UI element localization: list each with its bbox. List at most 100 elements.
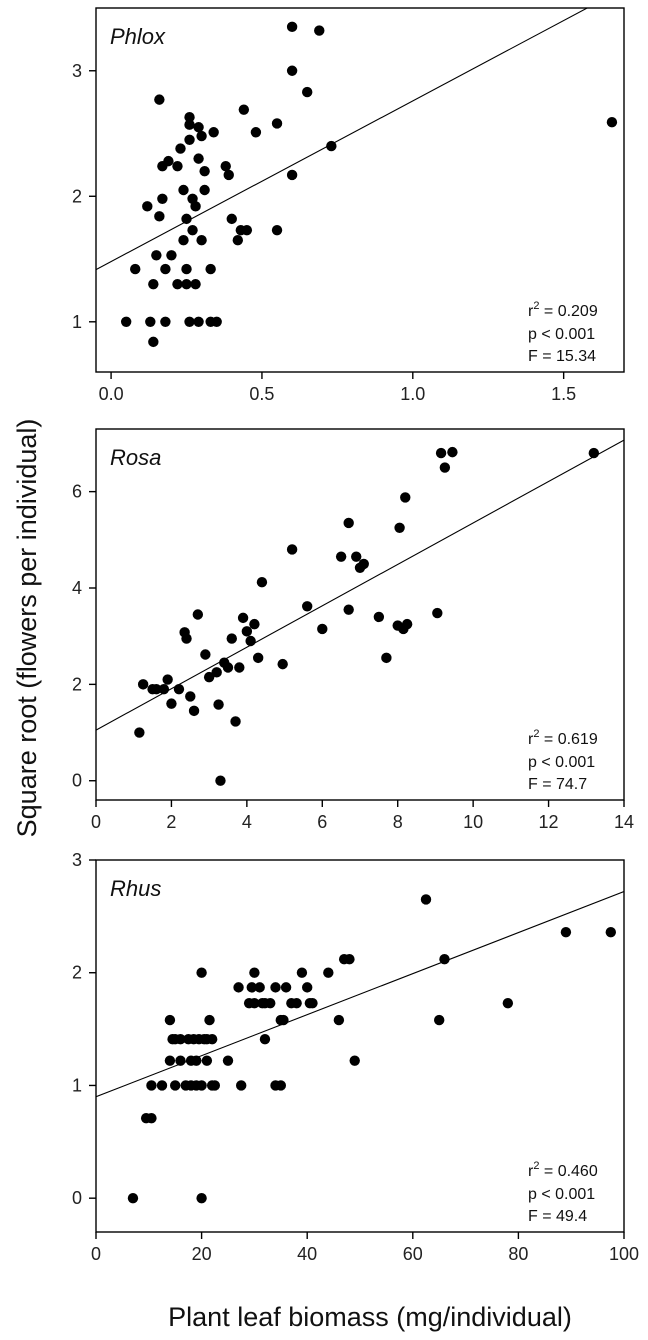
- rhus-data-point: [222, 1055, 234, 1066]
- phlox-r-squared: r2 = 0.209: [528, 300, 598, 320]
- rhus-data-point: [164, 1014, 176, 1026]
- rhus-y-tick-label: 2: [72, 963, 82, 983]
- rosa-data-point: [335, 551, 347, 562]
- rhus-data-point: [196, 1192, 207, 1204]
- rhus-x-tick-label: 100: [609, 1244, 639, 1264]
- phlox-p-value: p < 0.001: [528, 326, 595, 343]
- rhus-data-point: [175, 1034, 186, 1045]
- phlox-y-tick-label: 1: [72, 312, 82, 332]
- phlox-data-point: [250, 127, 262, 138]
- phlox-x-tick-label: 1.0: [400, 384, 425, 404]
- phlox-data-point: [196, 130, 207, 142]
- rosa-data-point: [588, 447, 600, 459]
- rhus-x-tick-label: 0: [91, 1244, 101, 1264]
- phlox-data-point: [190, 201, 201, 212]
- rosa-data-point: [317, 623, 328, 635]
- rhus-y-tick-label: 1: [72, 1075, 82, 1095]
- rhus-data-point: [307, 997, 318, 1009]
- rosa-x-tick-label: 14: [614, 812, 634, 832]
- rhus-data-point: [249, 967, 260, 978]
- phlox-data-point: [326, 140, 337, 152]
- phlox-data-point: [160, 263, 171, 275]
- rosa-data-point: [173, 683, 185, 695]
- phlox-data-point: [190, 278, 201, 290]
- rhus-data-point: [280, 982, 292, 993]
- rhus-data-point: [302, 982, 313, 993]
- rosa-data-point: [213, 699, 224, 710]
- rhus-data-point: [605, 926, 616, 938]
- phlox-data-point: [193, 122, 204, 133]
- phlox-panel-title: Phlox: [110, 24, 166, 49]
- rosa-x-tick-label: 0: [91, 812, 101, 832]
- rhus-data-point: [191, 1055, 202, 1066]
- rhus-f-statistic: F = 49.4: [528, 1208, 587, 1225]
- rhus-data-point: [201, 1055, 213, 1066]
- rhus-data-point: [236, 1080, 247, 1091]
- phlox-data-point: [178, 235, 189, 246]
- rhus-data-point: [291, 997, 302, 1009]
- phlox-data-point: [286, 21, 298, 33]
- rhus-data-point: [278, 1014, 289, 1026]
- rhus-data-point: [344, 954, 355, 965]
- phlox-data-point: [148, 278, 159, 290]
- phlox-data-point: [142, 201, 153, 212]
- rosa-data-point: [252, 652, 264, 664]
- rosa-data-point: [185, 691, 196, 702]
- rhus-x-tick-label: 40: [297, 1244, 317, 1264]
- rosa-data-point: [343, 517, 354, 529]
- phlox-data-point: [160, 316, 171, 327]
- phlox-y-tick-label: 2: [72, 186, 82, 206]
- rosa-data-point: [381, 652, 392, 664]
- rhus-data-point: [349, 1055, 360, 1066]
- rhus-data-point: [204, 1014, 215, 1026]
- rhus-data-point: [146, 1080, 157, 1091]
- rhus-data-point: [560, 926, 572, 938]
- phlox-panel: 0.0 0.5 1.0 1.5 1 2 3 Phlox r2 = 0.209 p < 0.001 F…: [72, 7, 625, 404]
- phlox-data-point: [220, 160, 231, 172]
- rhus-plot-frame: [95, 859, 625, 1233]
- rosa-data-point: [394, 522, 405, 533]
- rosa-data-point: [401, 618, 413, 630]
- phlox-data-point: [193, 316, 204, 327]
- phlox-data-point: [172, 278, 183, 290]
- rosa-panel: 0 2 4 6 8 10 12 14 0 2 4 6 Rosa r2 = 0.619 p < 0.001 F …: [72, 428, 634, 832]
- phlox-data-point: [151, 250, 162, 261]
- phlox-data-point: [286, 65, 298, 76]
- rosa-y-tick-label: 0: [72, 771, 82, 791]
- rhus-regression-line: [96, 891, 624, 1098]
- rhus-data-point: [249, 997, 260, 1009]
- phlox-data-point: [606, 117, 618, 128]
- rosa-x-tick-label: 8: [393, 812, 403, 832]
- rhus-data-point: [254, 982, 265, 993]
- rosa-data-point: [373, 611, 385, 623]
- phlox-data-point: [120, 316, 132, 327]
- rhus-data-point: [296, 967, 308, 978]
- rosa-y-tick-label: 2: [72, 674, 82, 694]
- rosa-regression-line: [96, 439, 624, 731]
- phlox-data-point: [175, 143, 186, 154]
- phlox-data-point: [208, 127, 219, 138]
- phlox-data-point: [130, 263, 141, 275]
- rosa-data-point: [166, 698, 177, 709]
- rosa-data-point: [439, 462, 451, 473]
- phlox-y-tick-label: 3: [72, 61, 82, 81]
- rhus-data-point: [502, 997, 514, 1009]
- phlox-data-point: [181, 278, 192, 290]
- phlox-x-tick-label: 0.0: [99, 384, 124, 404]
- rhus-panel-title: Rhus: [110, 876, 161, 901]
- phlox-data-point: [184, 112, 195, 123]
- rhus-data-point: [156, 1080, 168, 1091]
- y-axis-title: Square root (flowers per individual): [12, 419, 42, 838]
- rosa-plot-frame: [95, 428, 625, 801]
- phlox-data-point: [196, 235, 207, 246]
- phlox-data-point: [271, 118, 283, 129]
- rhus-y-tick-label: 0: [72, 1188, 82, 1208]
- phlox-data-point: [181, 263, 192, 275]
- rosa-data-point: [277, 658, 288, 670]
- rosa-data-point: [302, 601, 313, 612]
- rhus-data-point: [164, 1055, 176, 1066]
- phlox-data-point: [199, 165, 210, 177]
- rhus-data-point: [265, 997, 276, 1009]
- rosa-data-point: [435, 447, 447, 459]
- phlox-data-point: [178, 184, 189, 196]
